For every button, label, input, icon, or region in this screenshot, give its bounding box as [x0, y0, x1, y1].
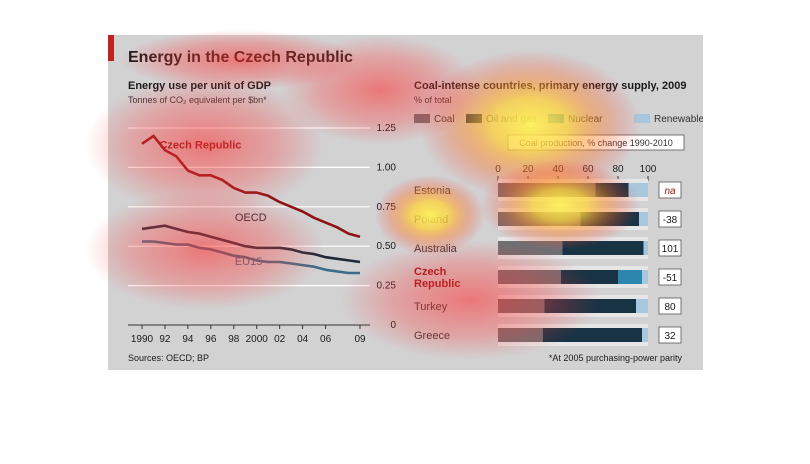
bar-segment — [595, 183, 629, 197]
series-label: OECD — [235, 212, 267, 224]
footnote: *At 2005 purchasing-power parity — [549, 353, 683, 363]
bar-x-tick-label: 20 — [522, 164, 534, 175]
category-label: Estonia — [414, 185, 452, 197]
change-value: na — [664, 186, 676, 197]
change-value-box — [658, 326, 682, 344]
y-tick-label: 0.50 — [377, 241, 397, 252]
bar-segment — [498, 212, 581, 226]
bar-segment — [562, 241, 644, 255]
category-label: Australia — [414, 243, 458, 255]
bar-x-tick-label: 80 — [612, 164, 624, 175]
bar-segment — [639, 212, 648, 226]
change-value-box — [658, 210, 682, 228]
bar-legend: Coal Oil and gas Nuclear Renewable — [414, 114, 703, 125]
bar-x-tick-label: 40 — [552, 164, 564, 175]
x-tick-label: 94 — [182, 334, 194, 345]
chart-graphic: Energy in the Czech Republic Energy use … — [108, 35, 703, 370]
legend-swatch — [548, 114, 564, 123]
x-tick-label: 92 — [159, 334, 171, 345]
legend-swatch — [466, 114, 482, 123]
legend-swatch — [414, 114, 430, 123]
x-tick-label: 06 — [320, 334, 332, 345]
legend-swatch — [634, 114, 650, 123]
bar-segment — [498, 270, 561, 284]
change-value-box — [658, 239, 682, 257]
bar-x-tick-label: 100 — [640, 164, 657, 175]
change-value-box — [658, 297, 682, 315]
series-label: EU15 — [235, 256, 263, 268]
bar-segment — [498, 328, 543, 342]
bar-x-tick-label: 60 — [582, 164, 594, 175]
sources-note: Sources: OECD; BP — [128, 353, 209, 363]
x-tick-label: 2000 — [246, 334, 269, 345]
bar-x-tick-label: 0 — [495, 164, 501, 175]
change-header: Coal production, % change 1990-2010 — [519, 138, 673, 148]
x-tick-label: 09 — [354, 334, 366, 345]
category-label: Greece — [414, 330, 450, 342]
series-label: Czech Republic — [159, 139, 241, 151]
bar-segment — [543, 328, 642, 342]
bar-segment — [561, 270, 618, 284]
y-tick-label: 1.00 — [377, 162, 397, 173]
change-value: 101 — [662, 244, 679, 255]
category-label: Turkey — [414, 301, 448, 313]
bar-segment — [636, 299, 648, 313]
bar-chart: Coal production, % change 1990-2010 0 20 40… — [414, 134, 685, 346]
bar-chart-title: Coal-intense countries, primary energy s… — [414, 80, 686, 92]
x-tick-label: 98 — [228, 334, 240, 345]
y-tick-label: 1.25 — [377, 123, 397, 134]
bar-segment — [642, 270, 648, 284]
y-tick-label: 0.75 — [377, 202, 397, 213]
y-tick-label: 0 — [390, 320, 396, 331]
line-chart-subtitle: Tonnes of CO₂ equivalent per $bn* — [128, 95, 267, 105]
bar-segment — [498, 299, 545, 313]
change-value: -38 — [663, 215, 678, 226]
x-tick-label: 04 — [297, 334, 309, 345]
change-value-box — [658, 181, 682, 199]
bar-segment — [498, 183, 596, 197]
y-tick-label: 0.25 — [377, 281, 397, 292]
bar-segment — [643, 241, 648, 255]
legend-label: Coal — [434, 114, 455, 125]
legend-label: Nuclear — [568, 114, 603, 125]
x-tick-label: 1990 — [131, 334, 154, 345]
change-value: 32 — [664, 331, 676, 342]
bar-segment — [642, 328, 648, 342]
chart-canvas: Energy in the Czech Republic Energy use … — [108, 35, 703, 363]
category-label: Republic — [414, 278, 460, 290]
bar-segment — [618, 270, 642, 284]
accent-bar — [108, 35, 114, 61]
bar-chart-subtitle: % of total — [414, 95, 452, 105]
legend-label: Oil and gas — [486, 114, 537, 125]
change-value: 80 — [664, 302, 676, 313]
category-label: Poland — [414, 214, 448, 226]
line-chart: 0 0.25 0.50 0.75 1.00 1.25 1990 92 94 96 98 2000 02 0… — [128, 123, 396, 345]
line-chart-title: Energy use per unit of GDP — [128, 80, 271, 92]
bar-segment — [580, 212, 639, 226]
x-tick-label: 96 — [205, 334, 217, 345]
change-value-box — [658, 268, 682, 286]
page-title: Energy in the Czech Republic — [128, 49, 353, 66]
change-value: -51 — [663, 273, 678, 284]
category-label: Czech — [414, 266, 447, 278]
legend-label: Renewable — [654, 114, 703, 125]
bar-segment — [498, 241, 563, 255]
bar-segment — [628, 183, 648, 197]
x-tick-label: 02 — [274, 334, 286, 345]
bar-segment — [544, 299, 636, 313]
